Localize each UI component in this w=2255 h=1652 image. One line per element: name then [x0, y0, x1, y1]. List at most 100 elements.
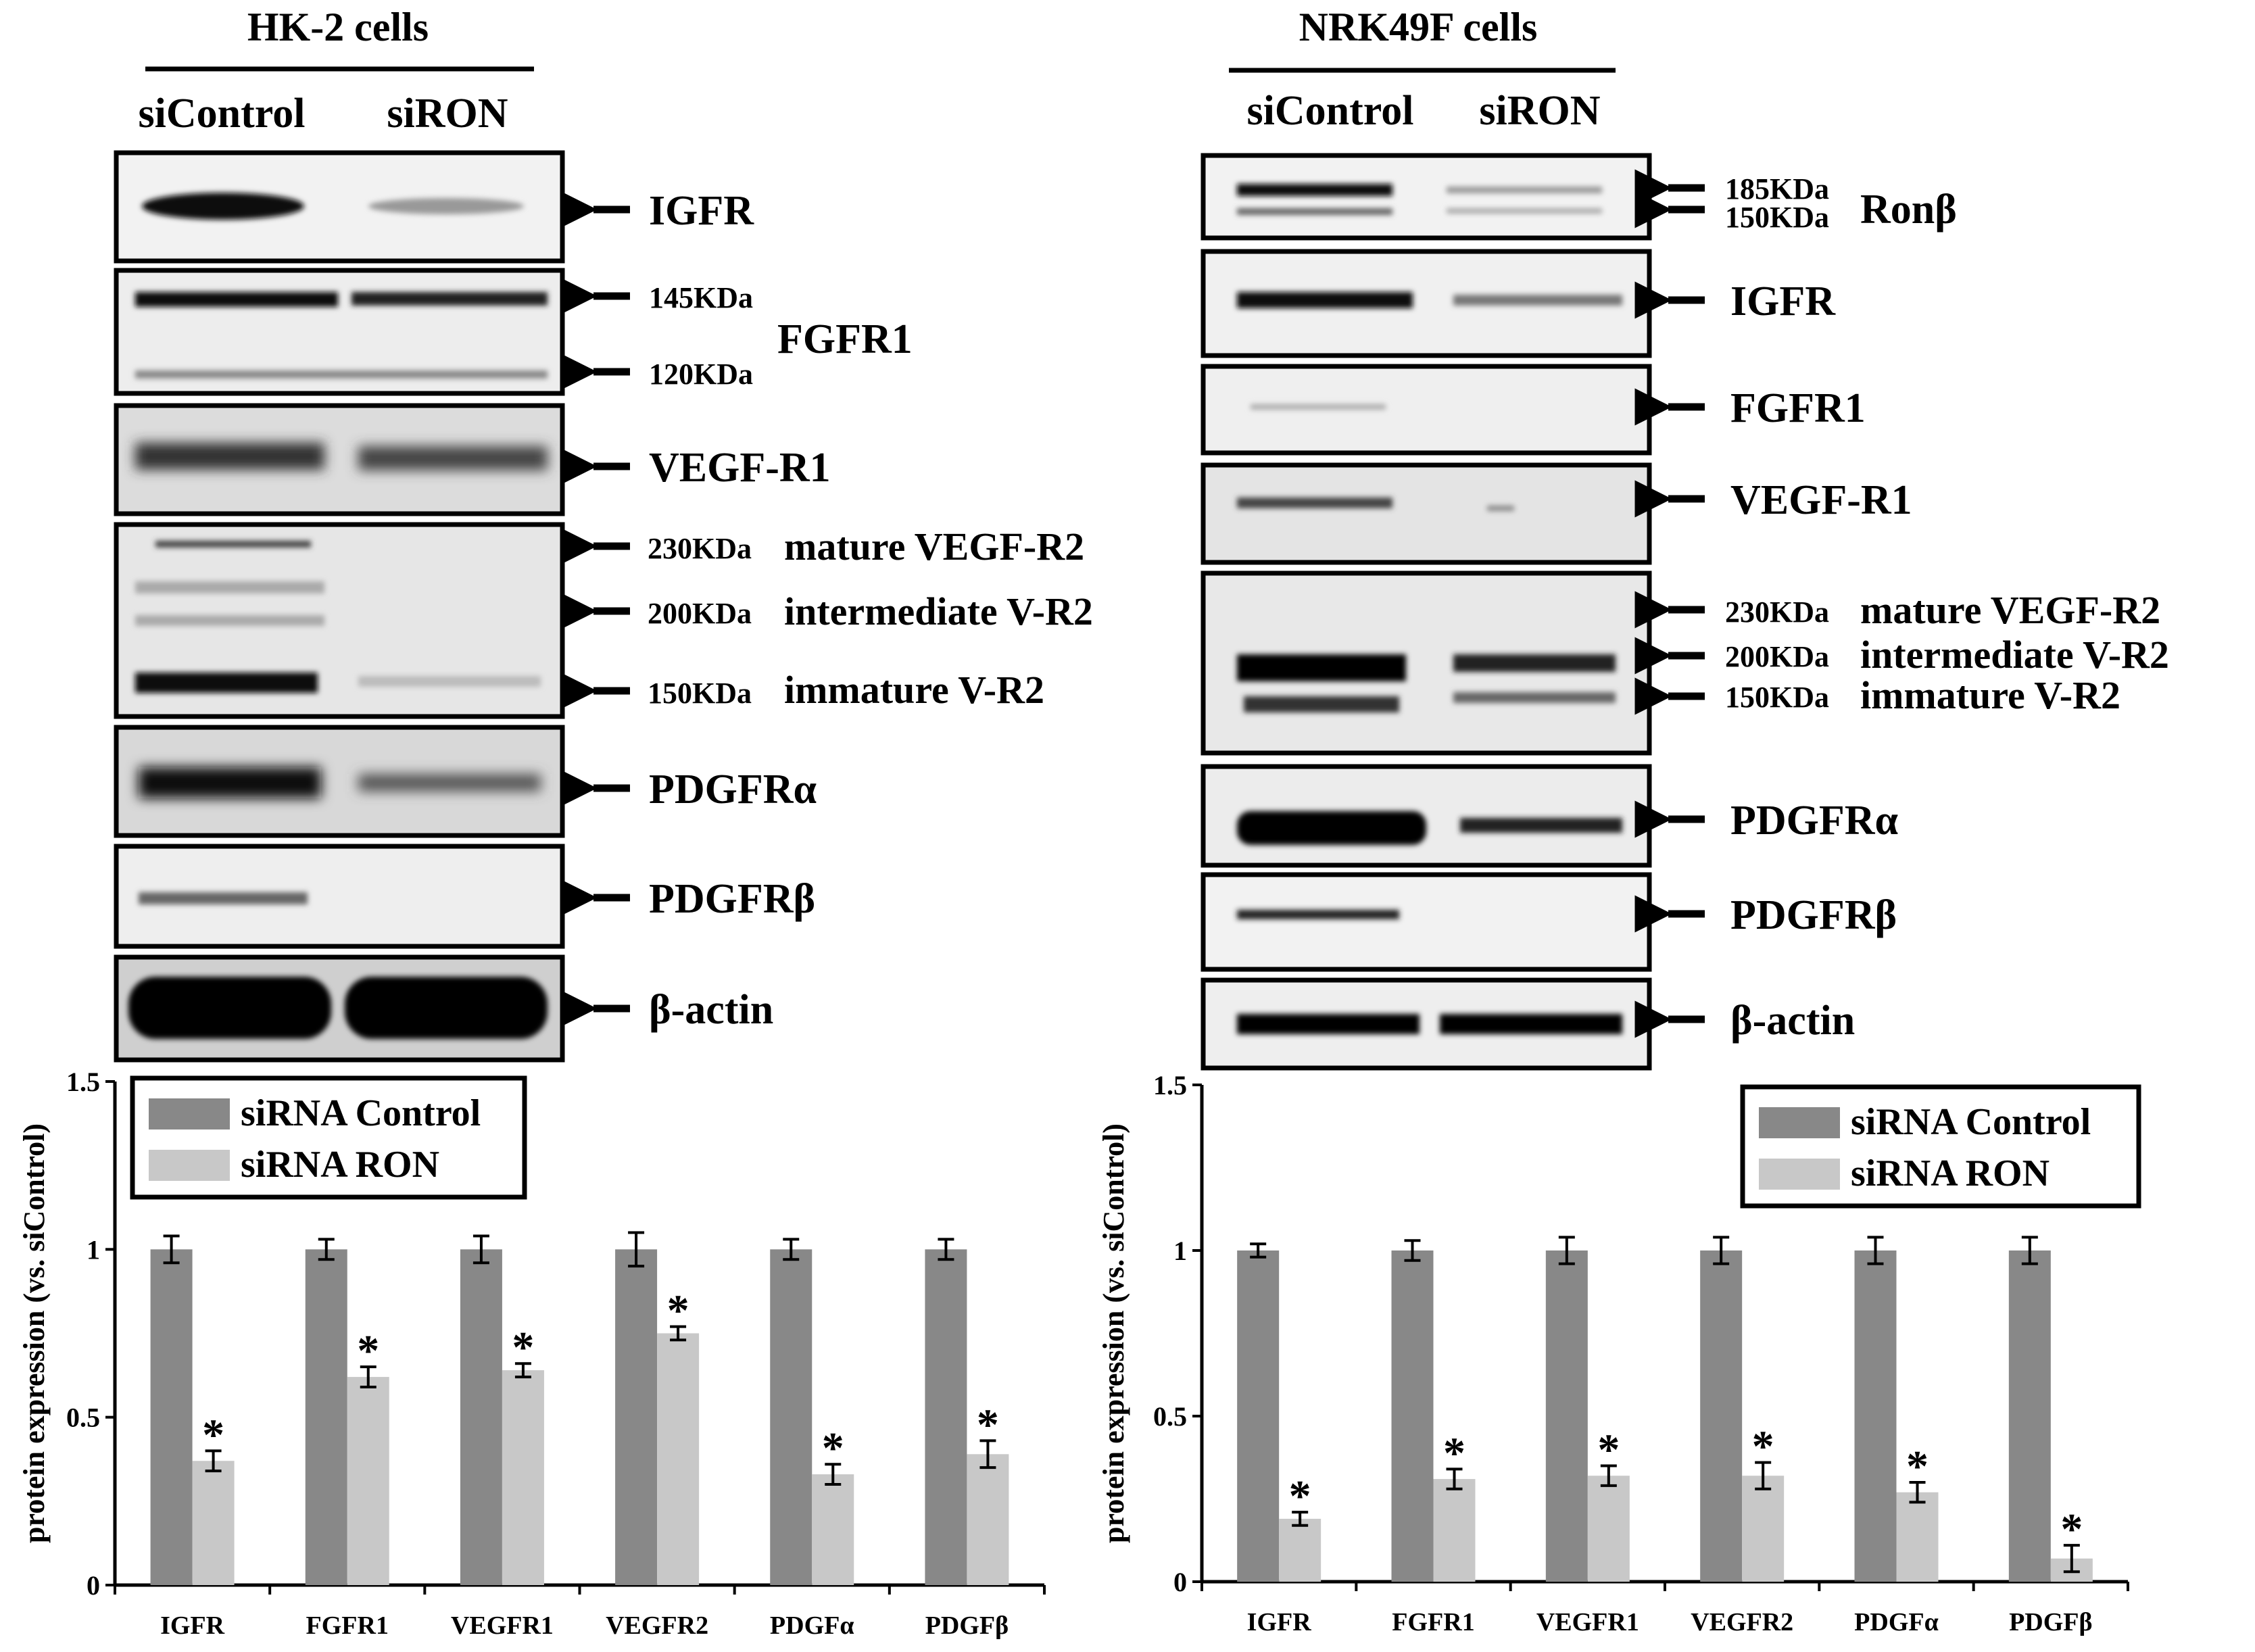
hk2-label-mature-vegfr2: mature VEGF-R2: [784, 525, 1084, 568]
hk2-x-tick-label: IGFR: [160, 1611, 225, 1640]
hk2-error-bar: [205, 1449, 222, 1473]
hk2-blot-labels: IGFR 145KDa 120KDa FGFR1 VEGF-R1 230KDa …: [560, 188, 1093, 1033]
nrk49f-label-actin: β-actin: [1730, 998, 1855, 1044]
hk2-legend-swatch: [149, 1150, 230, 1181]
hk2-label-intermediate-vr2: intermediate V-R2: [784, 589, 1093, 633]
nrk49f-y-tick-label: 1.5: [1153, 1070, 1187, 1100]
hk2-kda-120: 120KDa: [649, 358, 753, 391]
nrk49f-label-ron: Ronβ: [1860, 187, 1957, 233]
hk2-error-bar: [472, 1234, 489, 1265]
nrk49f-label-pdgfrb: PDGFRβ: [1730, 892, 1897, 938]
nrk49f-kda-185: 185KDa: [1725, 172, 1829, 205]
hk2-lane-label-ron: siRON: [387, 91, 508, 137]
hk2-kda-200: 200KDa: [648, 597, 752, 630]
hk2-bar-chart: 0 0.5 1 1.5 protein expression (vs. siContro…: [18, 1067, 1046, 1640]
nrk49f-bar-ron: [1742, 1476, 1785, 1582]
nrk49f-blot-fgfr1: [1201, 364, 1652, 456]
nrk49f-x-tick-label: VEGFR2: [1691, 1608, 1793, 1636]
nrk49f-error-bar: [1755, 1461, 1772, 1490]
hk2-label-pdgfrb: PDGFRβ: [649, 876, 815, 922]
nrk49f-bar-control: [1545, 1250, 1588, 1582]
hk2-blot-pdgfra: [114, 725, 565, 838]
nrk49f-legend: siRNA Control siRNA RON: [1740, 1084, 2141, 1209]
hk2-blot-fgfr1: [114, 268, 565, 396]
nrk49f-error-bar: [2021, 1236, 2038, 1265]
hk2-title: HK-2 cells: [247, 5, 429, 49]
nrk49f-y-tick-label: 1: [1173, 1236, 1187, 1266]
nrk49f-x-tick-label: FGFR1: [1392, 1608, 1474, 1636]
hk2-legend-label: siRNA RON: [241, 1144, 439, 1186]
nrk49f-error-bar: [1446, 1467, 1463, 1490]
nrk49f-label-pdgfra: PDGFRα: [1730, 798, 1898, 844]
nrk49f-x-tick-label: PDGFα: [1854, 1608, 1939, 1636]
hk2-x-tick-label: PDGFα: [770, 1611, 854, 1640]
hk2-error-bar: [825, 1463, 842, 1486]
nrk49f-bar-ron: [1896, 1492, 1939, 1582]
nrk49f-significance-marker: *: [1906, 1442, 1929, 1491]
hk2-legend-swatch: [149, 1098, 230, 1129]
hk2-error-bar: [979, 1439, 996, 1469]
nrk49f-kda-230: 230KDa: [1725, 596, 1829, 629]
nrk49f-bar-ron: [1587, 1476, 1630, 1582]
nrk49f-blot-vegfr1: [1201, 462, 1652, 565]
nrk49f-y-tick-label: 0: [1173, 1567, 1187, 1597]
nrk49f-error-bar: [1292, 1511, 1309, 1527]
nrk49f-error-bar: [1600, 1464, 1617, 1487]
hk2-bar-ron: [347, 1377, 389, 1585]
hk2-bar-ron: [192, 1461, 235, 1585]
nrk49f-error-bar: [1558, 1236, 1575, 1265]
nrk49f-bar-control: [1854, 1250, 1897, 1582]
nrk49f-error-bar: [2063, 1544, 2080, 1574]
hk2-blot-pdgfrb: [114, 844, 565, 949]
hk2-significance-marker: *: [822, 1424, 844, 1473]
hk2-error-bar: [318, 1238, 335, 1261]
hk2-blot-igfr: [114, 150, 565, 264]
hk2-legend: siRNA Control siRNA RON: [130, 1075, 527, 1200]
hk2-bar-control: [770, 1249, 813, 1585]
nrk49f-blot-vegfr2: [1201, 570, 1652, 756]
nrk49f-kda-150b: 150KDa: [1725, 681, 1829, 714]
nrk49f-legend-label: siRNA Control: [1851, 1101, 2091, 1143]
hk2-label-immature-vr2: immature V-R2: [784, 668, 1044, 712]
hk2-blot-actin: [114, 954, 565, 1063]
nrk49f-significance-marker: *: [1443, 1428, 1465, 1478]
hk2-bar-control: [615, 1249, 658, 1585]
hk2-error-bar: [938, 1238, 954, 1261]
nrk49f-bar-chart: 0 0.5 1 1.5 protein expression (vs. siContro…: [1097, 1070, 2141, 1636]
hk2-error-bar: [628, 1231, 645, 1268]
hk2-bar-control: [460, 1249, 502, 1585]
nrk49f-label-intermediate-vr2: intermediate V-R2: [1860, 633, 2169, 677]
hk2-bar-control: [305, 1249, 347, 1585]
hk2-y-tick-label: 1: [87, 1234, 100, 1265]
nrk49f-label-vegfr1: VEGF-R1: [1730, 477, 1912, 523]
nrk49f-title: NRK49F cells: [1299, 5, 1538, 49]
nrk49f-bar-control: [1391, 1250, 1434, 1582]
nrk49f-blot-pdgfrb: [1201, 872, 1652, 972]
nrk49f-lane-label-ron: siRON: [1479, 88, 1600, 134]
hk2-bar-ron: [502, 1370, 544, 1585]
nrk49f-bar-ron: [1279, 1518, 1322, 1582]
nrk49f-error-bar: [1867, 1236, 1884, 1265]
hk2-label-pdgfra: PDGFRα: [649, 767, 817, 812]
nrk49f-label-immature-vr2: immature V-R2: [1860, 673, 2120, 717]
nrk49f-blot-actin: [1201, 977, 1652, 1071]
hk2-lane-label-control: siControl: [139, 91, 306, 137]
nrk49f-blot-ron: [1201, 153, 1652, 241]
hk2-error-bar: [514, 1362, 531, 1379]
hk2-significance-marker: *: [667, 1286, 689, 1336]
hk2-y-axis-label: protein expression (vs. siControl): [18, 1123, 51, 1543]
nrk49f-label-fgfr1: FGFR1: [1730, 385, 1866, 431]
nrk49f-blot-igfr: [1201, 249, 1652, 358]
nrk49f-lane-label-control: siControl: [1247, 88, 1414, 134]
nrk49f-error-bar: [1909, 1481, 1926, 1504]
nrk49f-significance-marker: *: [1752, 1422, 1774, 1472]
nrk49f-legend-swatch: [1759, 1107, 1840, 1138]
hk2-x-tick-label: VEGFR1: [451, 1611, 554, 1640]
hk2-label-igfr: IGFR: [649, 188, 754, 234]
hk2-label-fgfr1: FGFR1: [777, 316, 913, 362]
hk2-error-bar: [670, 1325, 687, 1342]
hk2-error-bar: [360, 1365, 377, 1388]
nrk49f-bar-control: [2008, 1250, 2051, 1582]
nrk49f-kda-200: 200KDa: [1725, 640, 1829, 673]
